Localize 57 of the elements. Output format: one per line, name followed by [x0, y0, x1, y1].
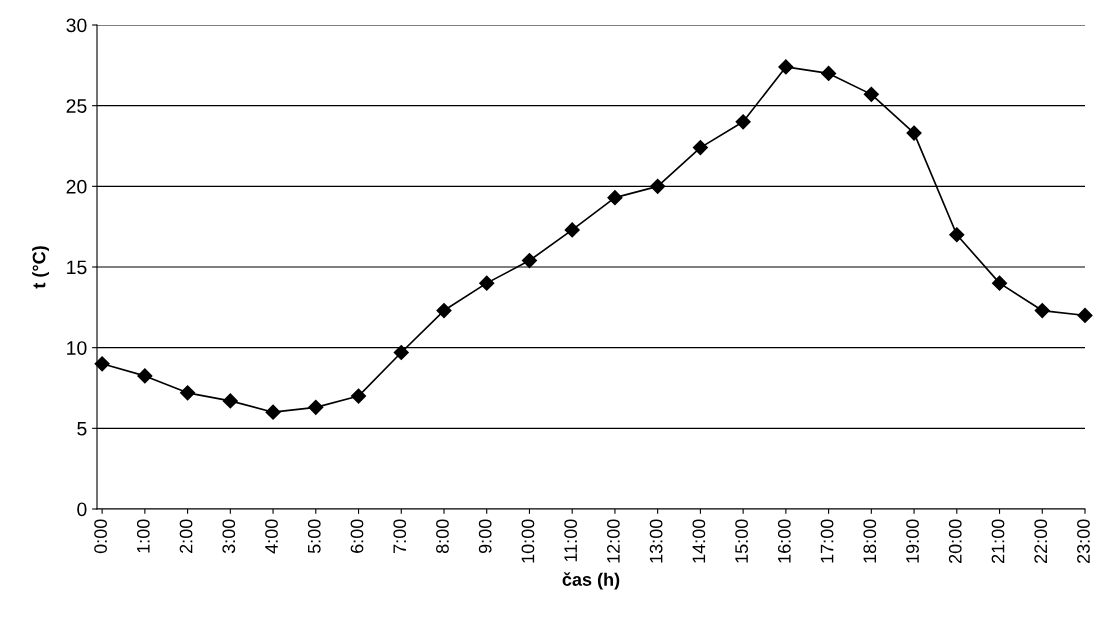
x-tick-label: 22:00 — [1034, 519, 1048, 563]
x-tick-label: 0:00 — [94, 519, 107, 554]
point — [991, 275, 1008, 291]
x-tick-label: 11:00 — [564, 519, 578, 562]
point — [308, 399, 324, 415]
x-tick-label: 21:00 — [991, 519, 1005, 563]
y-tick-label: 10 — [67, 341, 87, 355]
point — [949, 227, 965, 243]
y-tick-label: 25 — [66, 99, 87, 113]
point — [222, 393, 238, 409]
x-tick-label: 12:00 — [606, 519, 620, 563]
x-tick-label: 7:00 — [393, 519, 407, 553]
y-tick-label: 5 — [77, 422, 87, 436]
point — [1077, 307, 1093, 323]
point — [436, 302, 452, 319]
x-tick-label: 23:00 — [1077, 519, 1090, 563]
x-tick-label: 4:00 — [265, 519, 278, 554]
point — [350, 388, 367, 404]
x-tick-label: 16:00 — [777, 519, 791, 563]
x-tick-label: 20:00 — [948, 519, 962, 563]
x-tick-label: 6:00 — [350, 519, 364, 553]
x-axis-title: čas (h) — [562, 572, 620, 590]
point — [906, 125, 922, 141]
x-tick-label: 19:00 — [906, 519, 919, 563]
y-tick-label: 30 — [66, 18, 87, 33]
x-tick-label: 8:00 — [436, 519, 449, 554]
y-tick-label: 20 — [66, 179, 87, 194]
point — [94, 356, 110, 372]
point — [1034, 302, 1050, 319]
point — [863, 86, 879, 102]
point — [564, 222, 580, 238]
point — [137, 368, 153, 384]
point — [692, 140, 708, 156]
x-tick-label: 3:00 — [222, 519, 236, 554]
point — [265, 404, 281, 420]
x-tick-label: 10:00 — [521, 519, 535, 563]
x-tick-label: 18:00 — [863, 519, 877, 563]
point — [521, 252, 538, 269]
x-tick-label: 2:00 — [179, 519, 193, 553]
point — [479, 275, 495, 291]
y-tick-label: 0 — [77, 502, 87, 517]
point — [778, 59, 794, 75]
x-tick-label: 15:00 — [735, 519, 748, 563]
point — [650, 178, 666, 194]
x-tick-label: 17:00 — [820, 519, 834, 563]
x-tick-label: 5:00 — [307, 519, 321, 554]
x-tick-label: 13:00 — [649, 519, 663, 563]
x-tick-label: 14:00 — [692, 519, 706, 563]
point — [180, 385, 196, 401]
y-axis-title: t (°C) — [32, 246, 49, 289]
point — [607, 190, 623, 206]
point — [393, 344, 409, 361]
x-tick-label: 9:00 — [478, 519, 492, 554]
y-tick-label: 15 — [67, 260, 87, 275]
point — [821, 65, 837, 81]
x-tick-label: 1:00 — [136, 519, 150, 553]
point — [735, 114, 751, 130]
